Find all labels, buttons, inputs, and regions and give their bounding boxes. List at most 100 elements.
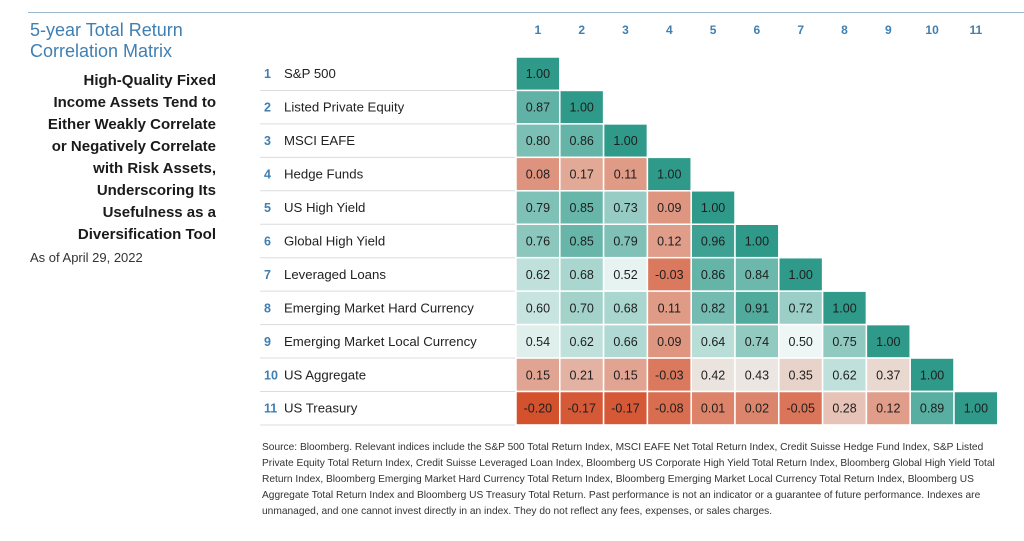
- cell-value: 0.86: [570, 134, 594, 148]
- row-label: Listed Private Equity: [284, 100, 405, 115]
- column-header-8: 8: [841, 23, 848, 37]
- cell-value: 0.64: [701, 335, 725, 349]
- cell-value: 0.02: [745, 402, 769, 416]
- cell-value: 0.96: [701, 234, 725, 248]
- cell-value: 1.00: [964, 402, 988, 416]
- cell-value: 1.00: [745, 234, 769, 248]
- cell-value: -0.08: [655, 402, 684, 416]
- cell-value: -0.20: [524, 402, 553, 416]
- matrix-cell: [515, 89, 561, 125]
- cell-value: 0.54: [526, 335, 550, 349]
- cell-value: 0.68: [570, 268, 594, 282]
- cell-value: 1.00: [613, 134, 637, 148]
- cell-value: 0.15: [613, 368, 637, 382]
- cell-value: 0.87: [526, 101, 550, 115]
- cell-value: 0.70: [570, 301, 594, 315]
- cell-value: 0.62: [832, 368, 856, 382]
- matrix-cell: [646, 290, 692, 326]
- cell-value: 0.76: [526, 234, 550, 248]
- chart-title-line-2: Correlation Matrix: [30, 41, 173, 61]
- row-label: Emerging Market Hard Currency: [284, 300, 474, 315]
- matrix-cell: [559, 123, 605, 159]
- cell-value: 0.35: [789, 368, 813, 382]
- row-label: Hedge Funds: [284, 167, 364, 182]
- column-header-10: 10: [925, 23, 939, 37]
- row-number-9: 9: [264, 335, 271, 349]
- cell-value: 0.80: [526, 134, 550, 148]
- matrix-cell: [821, 390, 868, 426]
- matrix-cell: [690, 290, 736, 326]
- cell-value: 0.82: [701, 301, 725, 315]
- matrix-cell: [602, 190, 649, 226]
- cell-value: 0.15: [526, 368, 550, 382]
- column-header-11: 11: [970, 23, 983, 37]
- cell-value: -0.03: [655, 268, 684, 282]
- column-header-3: 3: [622, 23, 629, 37]
- column-header-1: 1: [535, 23, 542, 37]
- row-number-10: 10: [264, 368, 278, 382]
- column-header-4: 4: [666, 23, 673, 37]
- cell-value: 1.00: [657, 168, 681, 182]
- chart-headline: High-Quality Fixed Income Assets Tend to…: [47, 72, 216, 243]
- cell-value: 0.12: [876, 402, 900, 416]
- cell-value: 0.74: [745, 335, 769, 349]
- cell-value: 0.17: [570, 168, 594, 182]
- cell-value: 1.00: [701, 201, 725, 215]
- row-number-8: 8: [264, 301, 271, 315]
- cell-value: 1.00: [876, 335, 900, 349]
- row-label: Global High Yield: [284, 233, 385, 248]
- cell-value: 1.00: [570, 101, 594, 115]
- matrix-cell: [778, 290, 824, 326]
- row-label: MSCI EAFE: [284, 133, 355, 148]
- cell-value: 0.73: [613, 201, 637, 215]
- title-block: 5-year Total Return Correlation Matrix H…: [30, 20, 216, 265]
- row-number-11: 11: [264, 402, 277, 416]
- cell-value: -0.17: [611, 402, 640, 416]
- chart-title-line-1: 5-year Total Return: [30, 20, 183, 40]
- matrix-cell: [865, 323, 911, 359]
- cell-value: 0.72: [789, 301, 813, 315]
- matrix-cell: [602, 156, 649, 192]
- top-rule: [28, 12, 1024, 13]
- cell-value: 0.62: [526, 268, 550, 282]
- cell-value: 0.91: [745, 301, 769, 315]
- row-number-6: 6: [264, 234, 271, 248]
- cell-value: 0.86: [701, 268, 725, 282]
- column-header-9: 9: [885, 23, 892, 37]
- cell-value: 0.12: [657, 234, 681, 248]
- matrix-cell: [559, 89, 605, 125]
- cell-value: 0.66: [613, 335, 637, 349]
- matrix-cell: [865, 390, 911, 426]
- matrix-cell: [953, 390, 999, 426]
- cell-value: 0.42: [701, 368, 725, 382]
- matrix-cell: [690, 223, 736, 259]
- row-number-4: 4: [264, 168, 271, 182]
- column-header-2: 2: [578, 23, 585, 37]
- cell-value: 0.21: [570, 368, 594, 382]
- cell-value: 0.89: [920, 402, 944, 416]
- row-number-1: 1: [264, 67, 271, 81]
- matrix-cell: [821, 290, 868, 326]
- cell-value: 0.84: [745, 268, 769, 282]
- matrix-cell: [778, 256, 824, 292]
- cell-value: 1.00: [832, 301, 856, 315]
- as-of-date: As of April 29, 2022: [30, 250, 143, 265]
- matrix-cell: [690, 357, 736, 393]
- cell-value: 0.85: [570, 234, 594, 248]
- matrix-cell: [646, 256, 692, 292]
- matrix-cell: [646, 190, 692, 226]
- matrix-cell: [646, 357, 692, 393]
- matrix-cell: [734, 323, 780, 359]
- row-number-2: 2: [264, 101, 271, 115]
- cell-value: 0.75: [832, 335, 856, 349]
- cell-value: 1.00: [920, 368, 944, 382]
- column-header-5: 5: [710, 23, 717, 37]
- cell-value: 0.11: [614, 168, 637, 182]
- cell-value: 0.09: [657, 201, 681, 215]
- cell-value: 0.09: [657, 335, 681, 349]
- row-label: Emerging Market Local Currency: [284, 334, 477, 349]
- row-label: US Treasury: [284, 401, 358, 416]
- cell-value: 0.60: [526, 301, 550, 315]
- row-label: S&P 500: [284, 66, 336, 81]
- cell-value: 0.52: [613, 268, 637, 282]
